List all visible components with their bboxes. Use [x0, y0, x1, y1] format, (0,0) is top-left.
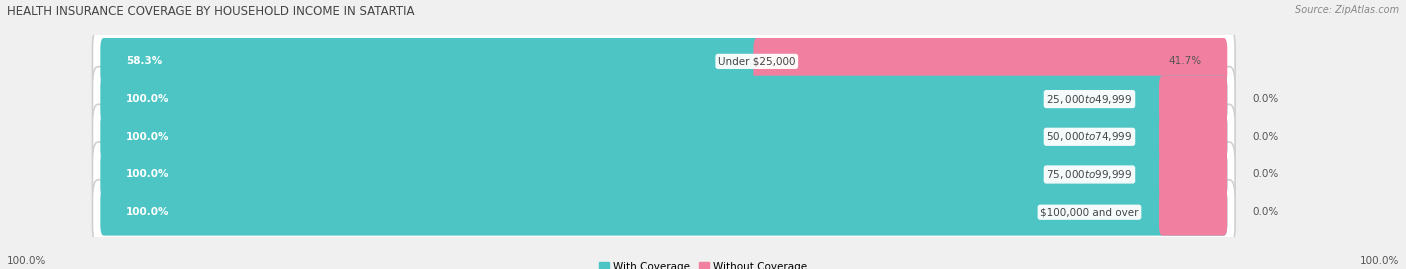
- FancyBboxPatch shape: [93, 180, 1234, 245]
- Text: 100.0%: 100.0%: [1360, 256, 1399, 266]
- Text: 100.0%: 100.0%: [127, 169, 170, 179]
- FancyBboxPatch shape: [100, 114, 1227, 160]
- FancyBboxPatch shape: [93, 29, 1234, 94]
- Text: 58.3%: 58.3%: [127, 56, 162, 66]
- FancyBboxPatch shape: [1159, 114, 1227, 160]
- Text: 0.0%: 0.0%: [1251, 169, 1278, 179]
- FancyBboxPatch shape: [100, 189, 1227, 236]
- Text: $100,000 and over: $100,000 and over: [1040, 207, 1139, 217]
- Text: 0.0%: 0.0%: [1251, 132, 1278, 142]
- Text: Source: ZipAtlas.com: Source: ZipAtlas.com: [1295, 5, 1399, 15]
- FancyBboxPatch shape: [93, 67, 1234, 132]
- Text: Under $25,000: Under $25,000: [718, 56, 796, 66]
- Text: 0.0%: 0.0%: [1251, 207, 1278, 217]
- Text: HEALTH INSURANCE COVERAGE BY HOUSEHOLD INCOME IN SATARTIA: HEALTH INSURANCE COVERAGE BY HOUSEHOLD I…: [7, 5, 415, 18]
- FancyBboxPatch shape: [1159, 76, 1227, 122]
- Text: 100.0%: 100.0%: [7, 256, 46, 266]
- FancyBboxPatch shape: [93, 142, 1234, 207]
- FancyBboxPatch shape: [100, 151, 1227, 198]
- Text: 41.7%: 41.7%: [1168, 56, 1202, 66]
- Text: 0.0%: 0.0%: [1251, 94, 1278, 104]
- FancyBboxPatch shape: [1159, 189, 1227, 236]
- FancyBboxPatch shape: [93, 104, 1234, 169]
- Text: $75,000 to $99,999: $75,000 to $99,999: [1046, 168, 1133, 181]
- FancyBboxPatch shape: [754, 38, 1227, 85]
- Text: 100.0%: 100.0%: [127, 94, 170, 104]
- FancyBboxPatch shape: [100, 76, 1227, 122]
- FancyBboxPatch shape: [1159, 151, 1227, 198]
- Text: $50,000 to $74,999: $50,000 to $74,999: [1046, 130, 1133, 143]
- Text: 100.0%: 100.0%: [127, 207, 170, 217]
- Text: $25,000 to $49,999: $25,000 to $49,999: [1046, 93, 1133, 105]
- FancyBboxPatch shape: [100, 38, 761, 85]
- Text: 100.0%: 100.0%: [127, 132, 170, 142]
- Legend: With Coverage, Without Coverage: With Coverage, Without Coverage: [595, 257, 811, 269]
